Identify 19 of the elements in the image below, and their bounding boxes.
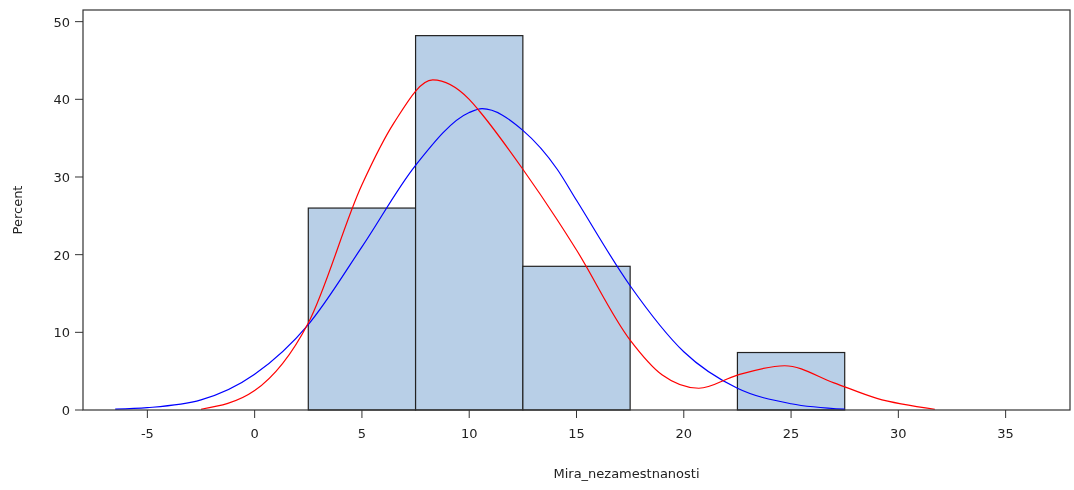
line-series [114, 108, 846, 410]
x-tick-label: 10 [460, 426, 478, 441]
line-series [200, 79, 936, 410]
y-tick-label: 40 [53, 92, 70, 108]
x-tick-label: 15 [568, 426, 585, 441]
x-tick-label: 5 [357, 426, 367, 441]
x-axis-title: Mira_nezamestnanosti [553, 466, 700, 481]
x-tick-label: 0 [250, 426, 259, 441]
y-tick-label: 50 [53, 14, 70, 30]
x-tick-label: 30 [890, 426, 907, 441]
y-tick-label: 20 [53, 247, 70, 263]
x-tick-label: 25 [782, 426, 800, 441]
x-tick-label: -5 [140, 426, 154, 441]
x-tick-label: 20 [675, 426, 693, 441]
y-tick-label: 30 [53, 169, 70, 185]
y-tick-label: 0 [61, 403, 70, 418]
x-tick-label: 35 [997, 426, 1014, 441]
y-axis-title: Percent [10, 185, 25, 235]
y-tick-label: 10 [53, 325, 70, 341]
